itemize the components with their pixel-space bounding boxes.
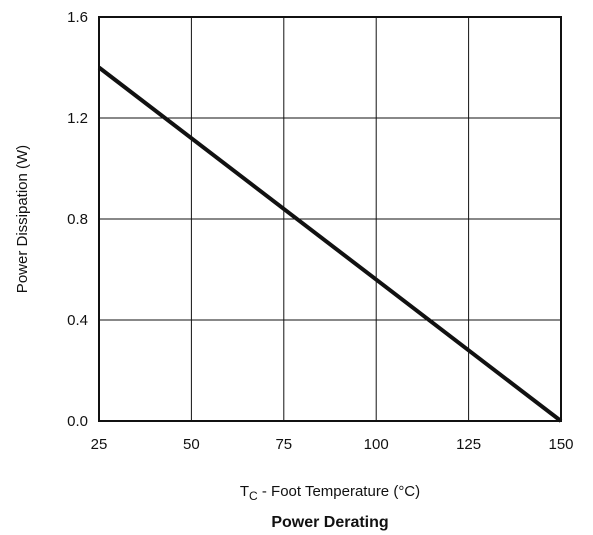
x-axis-title: TC - Foot Temperature (°C): [240, 483, 420, 503]
x-axis-ticks: 25 50 75 100 125 150: [91, 436, 574, 453]
x-axis-title-main: T: [240, 483, 249, 500]
y-axis-ticks: 0.0 0.4 0.8 1.2 1.6: [67, 9, 88, 430]
series-line: [97, 65, 563, 423]
x-tick-label: 50: [183, 436, 200, 453]
y-tick-label: 1.6: [67, 9, 88, 26]
y-axis-title: Power Dissipation (W): [14, 145, 31, 293]
plot-frame: [98, 16, 562, 422]
x-axis-title-rest: - Foot Temperature (°C): [258, 483, 420, 500]
y-tick-label: 0.4: [67, 312, 88, 329]
grid: [98, 16, 562, 422]
x-axis-title-subscript: C: [249, 489, 258, 503]
chart-title: Power Derating: [271, 514, 388, 531]
y-tick-label: 0.8: [67, 211, 88, 228]
x-tick-label: 100: [364, 436, 389, 453]
y-tick-label: 1.2: [67, 110, 88, 127]
x-tick-label: 75: [275, 436, 292, 453]
x-tick-label: 125: [456, 436, 481, 453]
x-tick-label: 25: [91, 436, 108, 453]
x-tick-label: 150: [548, 436, 573, 453]
series-layer: [97, 65, 563, 423]
y-tick-label: 0.0: [67, 413, 88, 430]
